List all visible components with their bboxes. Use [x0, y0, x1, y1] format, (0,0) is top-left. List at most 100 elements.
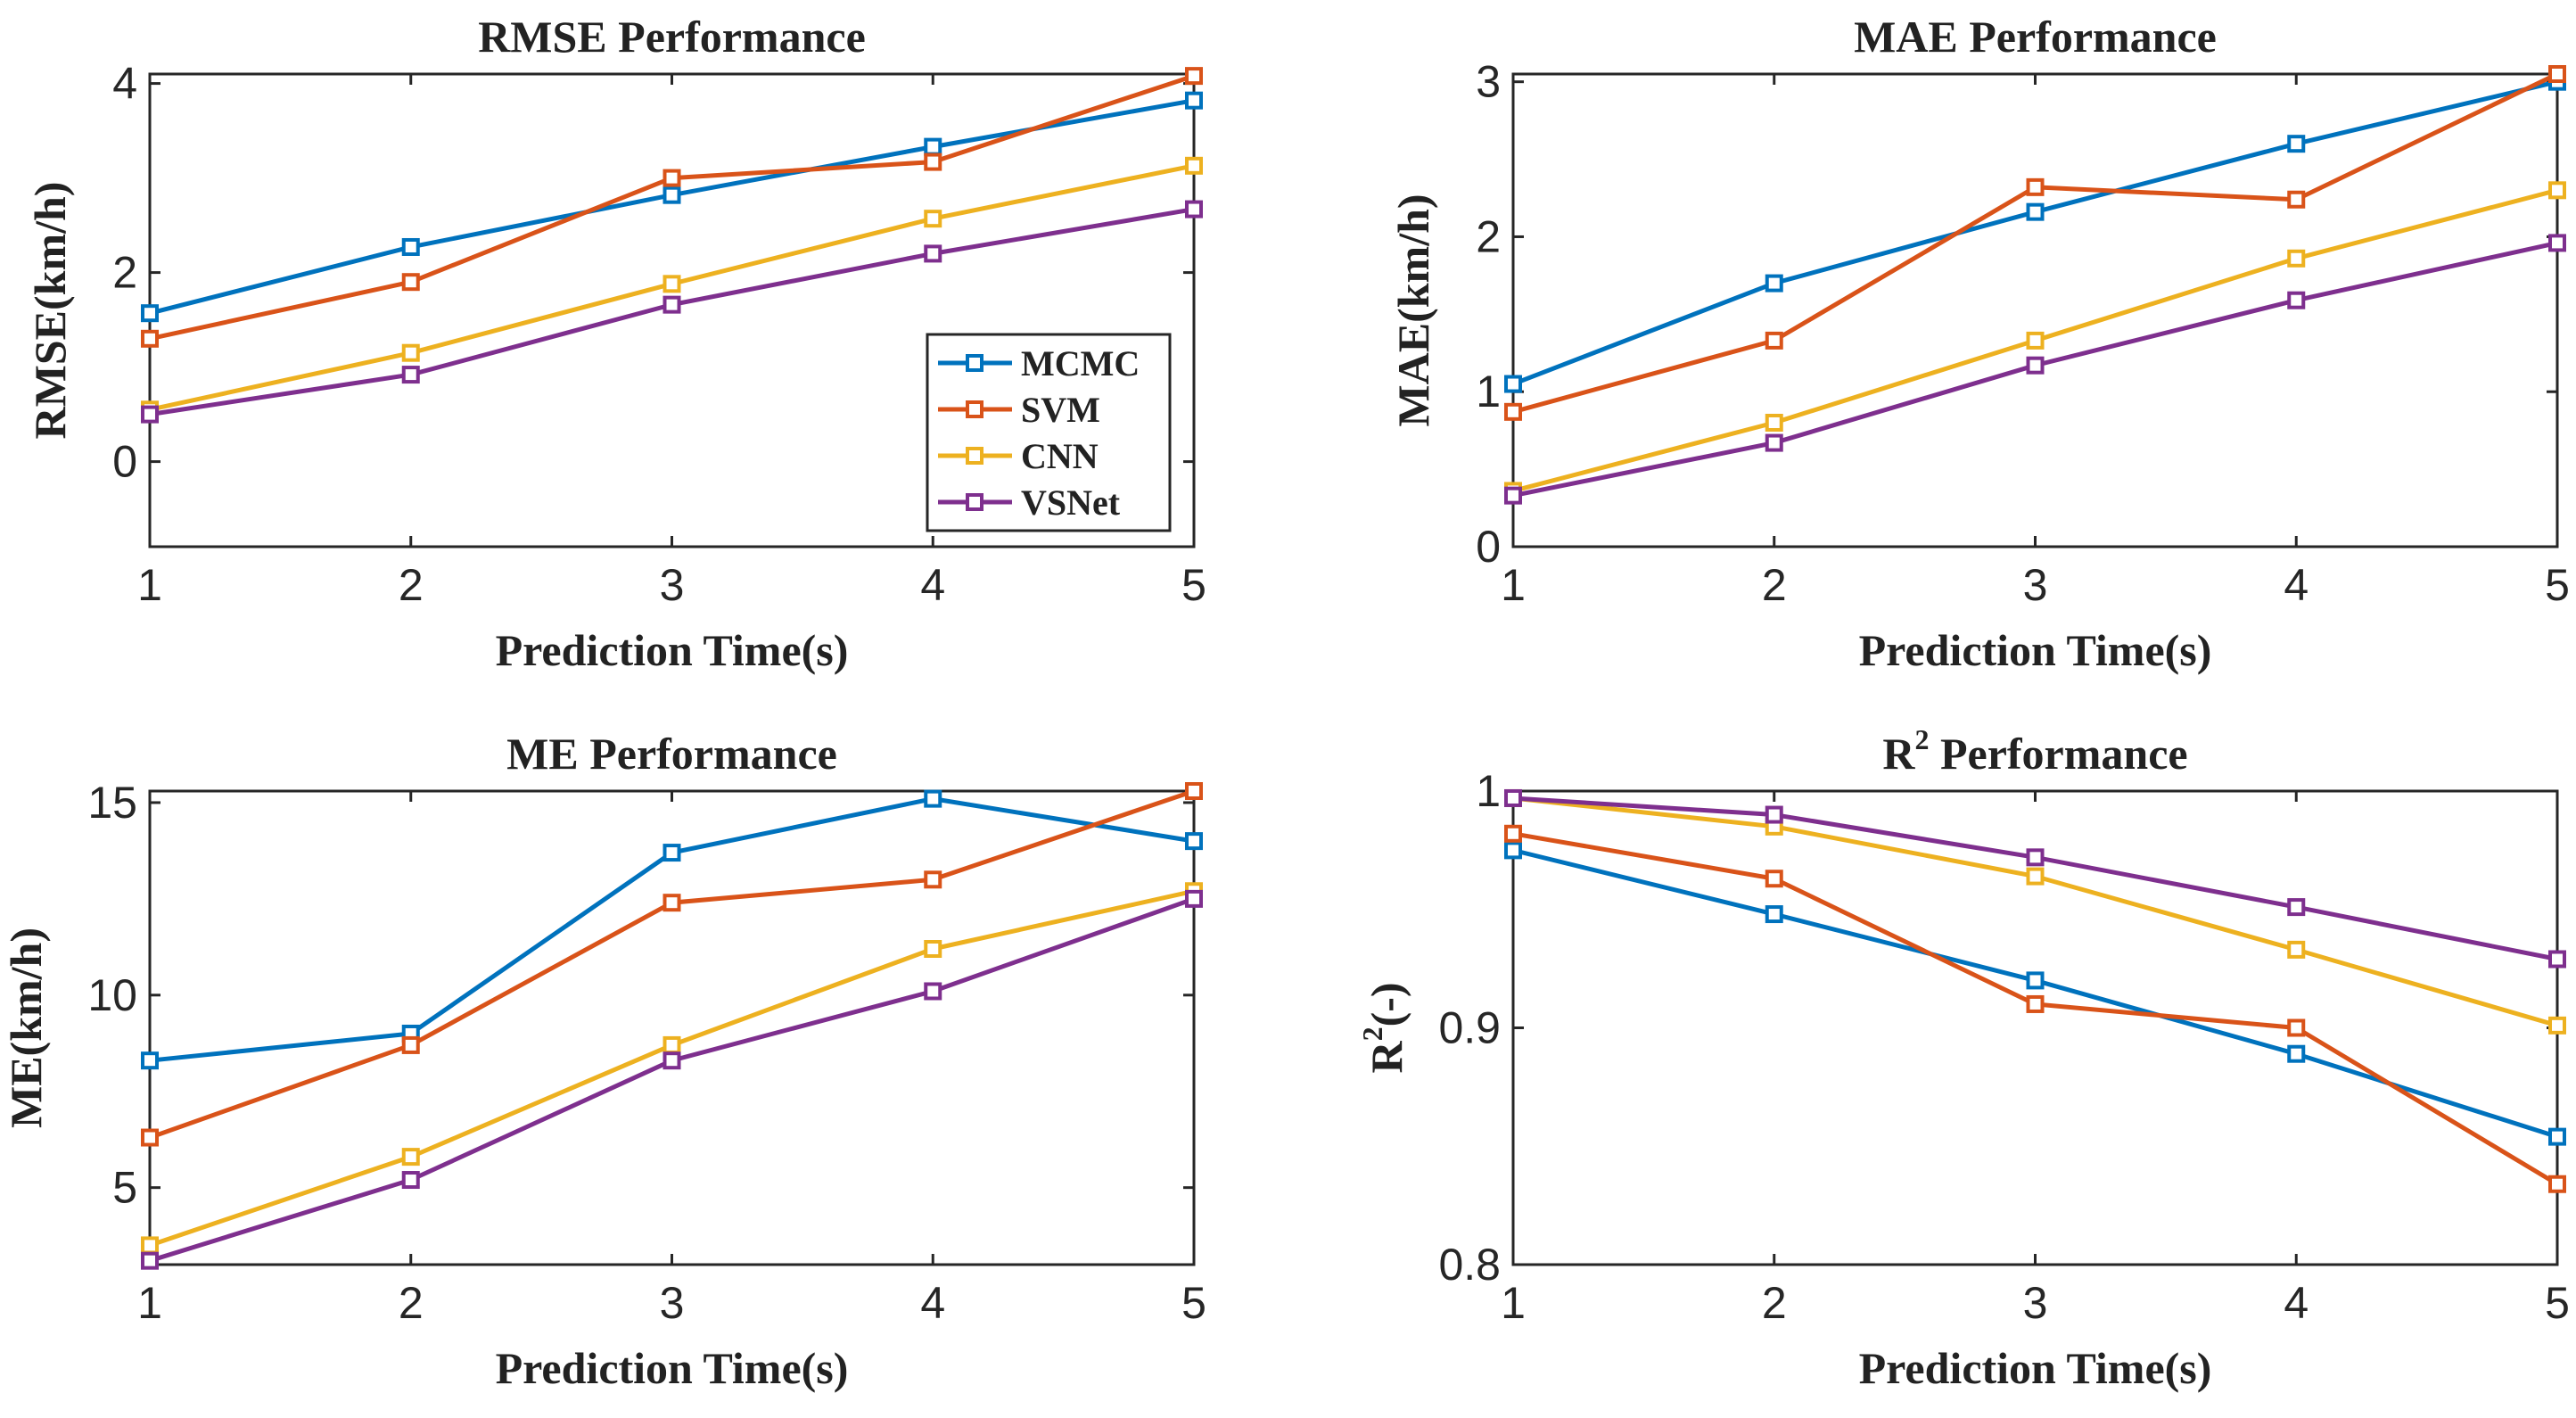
x-tick-label: 2 [399, 560, 424, 610]
data-point-vsnet [1185, 200, 1203, 218]
chart-rmse: 1 2 3 4 5 0 2 4 RMSE Performance Prediction Time(… [25, 12, 1206, 675]
data-point-vsnet [1504, 788, 1522, 807]
chart-title: MAE Performance [1854, 12, 2217, 62]
data-point-svm [1185, 67, 1203, 86]
x-tick-label: 1 [137, 560, 162, 610]
data-point-svm [141, 1128, 159, 1147]
series-cnn [1504, 181, 2566, 500]
data-point-cnn [924, 210, 942, 228]
data-point-cnn [663, 1035, 681, 1054]
data-point-svm [663, 169, 681, 187]
legend: MCMC SVM CNN VSNet [926, 333, 1172, 532]
y-axis-label-main: ME(km/h) [1, 927, 51, 1128]
y-tick-label: 10 [87, 970, 137, 1020]
x-tick-label: 1 [1501, 1278, 1526, 1328]
x-tick-label: 3 [2023, 560, 2048, 610]
legend-label-cnn: CNN [1021, 436, 1099, 476]
data-point-svm [2287, 190, 2306, 209]
y-axis-label-main: RMSE(km/h) [25, 182, 75, 440]
x-axis-label: Prediction Time(s) [496, 1343, 849, 1393]
legend-label-svm: SVM [1021, 390, 1100, 430]
data-point-svm [141, 329, 159, 348]
data-point-svm [1504, 402, 1522, 421]
data-point-vsnet [2287, 898, 2306, 917]
data-point-vsnet [401, 366, 420, 384]
x-axis-label: Prediction Time(s) [496, 625, 849, 675]
data-point-vsnet [1504, 486, 1522, 505]
data-point-mcmc [2287, 135, 2306, 153]
data-point-vsnet [2287, 291, 2306, 309]
data-point-svm [1504, 824, 1522, 843]
y-tick-label: 0.8 [1438, 1240, 1501, 1290]
x-tick-label: 5 [2545, 560, 2570, 610]
chart-title: RMSE Performance [478, 12, 866, 62]
chart-title-main: ME Performance [506, 729, 837, 779]
data-point-cnn [401, 1148, 420, 1167]
data-point-mcmc [1185, 832, 1203, 851]
x-tick-label: 5 [1181, 560, 1206, 610]
data-point-mcmc [663, 844, 681, 862]
series-vsnet [1504, 788, 2566, 969]
x-tick-label: 3 [2023, 1278, 2048, 1328]
chart-title-superscript: 2 [1914, 723, 1929, 755]
series-svm [1504, 824, 2566, 1193]
legend-swatch-marker [966, 400, 983, 418]
data-point-svm [2026, 994, 2045, 1013]
y-tick-label: 0 [1476, 522, 1501, 572]
data-point-svm [2548, 65, 2566, 83]
y-tick-label: 1 [1476, 367, 1501, 416]
y-axis-label-main: MAE(km/h) [1388, 194, 1438, 426]
series-svm [141, 67, 1203, 348]
chart-title-main: R [1882, 729, 1915, 779]
series-svm [1504, 65, 2566, 421]
data-point-cnn [1185, 156, 1203, 175]
y-axis-label: MAE(km/h) [1388, 194, 1438, 426]
data-point-svm [2287, 1018, 2306, 1037]
series-mcmc [141, 789, 1203, 1070]
data-point-mcmc [2548, 1127, 2566, 1146]
legend-swatch-marker [966, 493, 983, 511]
x-axis-label: Prediction Time(s) [1859, 1343, 2212, 1393]
data-point-cnn [2026, 331, 2045, 350]
x-tick-label: 1 [1501, 560, 1526, 610]
data-point-mcmc [1504, 841, 1522, 860]
y-axis-label: RMSE(km/h) [25, 182, 75, 440]
data-point-vsnet [924, 244, 942, 263]
data-point-vsnet [924, 982, 942, 1001]
x-tick-label: 1 [137, 1278, 162, 1328]
data-point-cnn [141, 1236, 159, 1255]
x-tick-label: 4 [920, 1278, 945, 1328]
data-point-mcmc [1504, 375, 1522, 393]
y-tick-label: 3 [1476, 57, 1501, 107]
y-tick-label: 2 [112, 248, 137, 298]
y-tick-label: 5 [112, 1163, 137, 1213]
series-vsnet [141, 200, 1203, 424]
data-point-svm [2026, 177, 2045, 196]
data-point-cnn [924, 940, 942, 958]
data-point-svm [1185, 782, 1203, 800]
data-point-cnn [663, 275, 681, 293]
y-axis-label: R2(-) [1356, 982, 1411, 1073]
data-point-vsnet [663, 295, 681, 314]
legend-swatch-marker [966, 354, 983, 372]
data-point-svm [663, 894, 681, 912]
data-point-svm [401, 1035, 420, 1054]
data-point-cnn [2548, 1016, 2566, 1035]
data-point-mcmc [1185, 91, 1203, 110]
data-point-vsnet [2548, 950, 2566, 969]
x-tick-label: 4 [920, 560, 945, 610]
data-point-vsnet [401, 1171, 420, 1190]
legend-label-mcmc: MCMC [1021, 343, 1140, 383]
data-point-cnn [1765, 413, 1783, 432]
chart-me: 1 2 3 4 5 5 10 15 ME Performance Prediction Time(… [1, 729, 1206, 1393]
data-point-cnn [401, 343, 420, 362]
y-tick-label: 15 [87, 778, 137, 828]
data-point-mcmc [2287, 1044, 2306, 1063]
data-point-vsnet [141, 1251, 159, 1270]
data-point-mcmc [141, 304, 159, 323]
y-axis-label-rest: (-) [1362, 982, 1411, 1026]
x-tick-label: 4 [2284, 1278, 2309, 1328]
data-point-mcmc [924, 789, 942, 808]
